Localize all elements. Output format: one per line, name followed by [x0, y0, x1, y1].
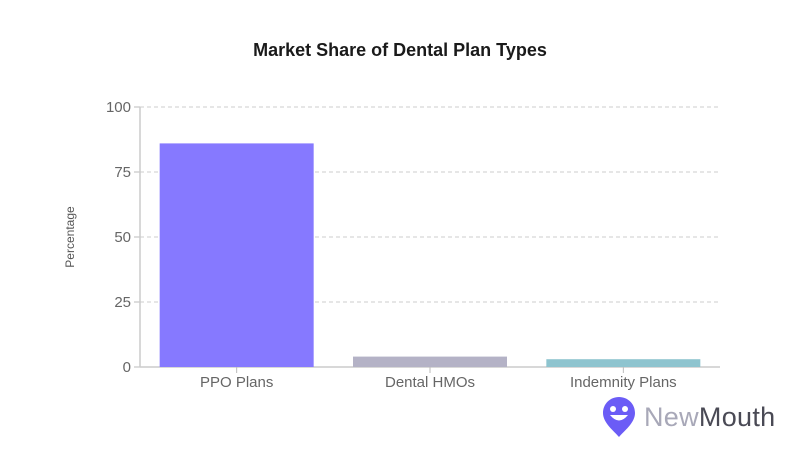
logo-text: NewMouth [644, 401, 776, 432]
x-tick-label: PPO Plans [200, 374, 273, 391]
bar [159, 143, 314, 367]
y-tick-label: 0 [123, 359, 131, 376]
x-tick-label: Indemnity Plans [570, 374, 677, 391]
bar [353, 356, 507, 367]
x-tick-label: Dental HMOs [385, 374, 475, 391]
chart-title: Market Share of Dental Plan Types [253, 40, 547, 60]
y-tick-label: 25 [114, 294, 131, 311]
y-tick-label: 100 [106, 99, 131, 116]
y-tick-label: 50 [114, 229, 131, 246]
smiley-pin-icon [603, 397, 635, 437]
y-tick-label: 75 [114, 164, 131, 181]
newmouth-logo: NewMouth [602, 396, 775, 438]
bar [546, 359, 701, 367]
